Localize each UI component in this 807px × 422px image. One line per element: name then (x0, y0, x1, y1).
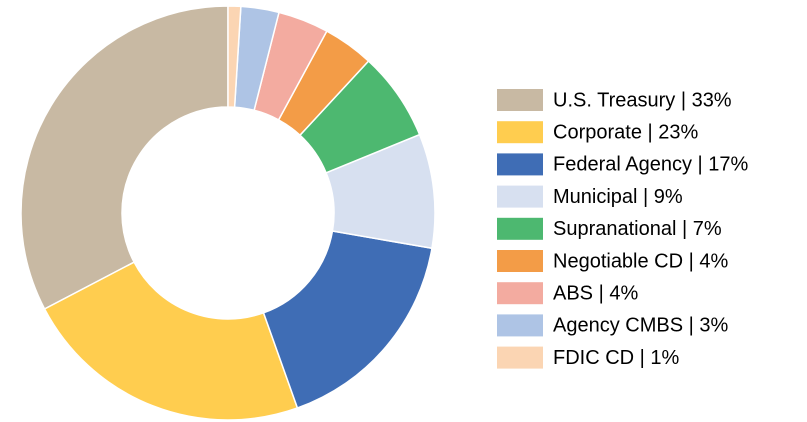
legend-swatch (497, 121, 543, 144)
legend-swatch (497, 89, 543, 111)
donut-slice (262, 230, 433, 409)
donut-slice (20, 5, 229, 310)
legend-swatch (497, 282, 543, 305)
legend-swatch (497, 217, 543, 240)
legend-label: Federal Agency | 17% (553, 154, 749, 176)
legend-label: Municipal | 9% (553, 186, 683, 208)
legend-label: ABS | 4% (553, 282, 638, 304)
legend-label: Agency CMBS | 3% (553, 315, 728, 337)
legend-label: Corporate | 23% (553, 121, 698, 143)
legend-label: FDIC CD | 1% (553, 347, 680, 369)
legend-swatch (497, 346, 543, 369)
legend-label: Supranational | 7% (553, 218, 722, 240)
legend-label: Negotiable CD | 4% (553, 250, 729, 272)
legend-swatch (497, 250, 543, 272)
legend-swatch (497, 185, 543, 208)
donut-slice (43, 261, 299, 421)
legend-swatch (497, 314, 543, 337)
legend-label: U.S. Treasury | 33% (553, 89, 732, 111)
legend-swatch (497, 153, 543, 176)
donut-slice (227, 5, 242, 109)
